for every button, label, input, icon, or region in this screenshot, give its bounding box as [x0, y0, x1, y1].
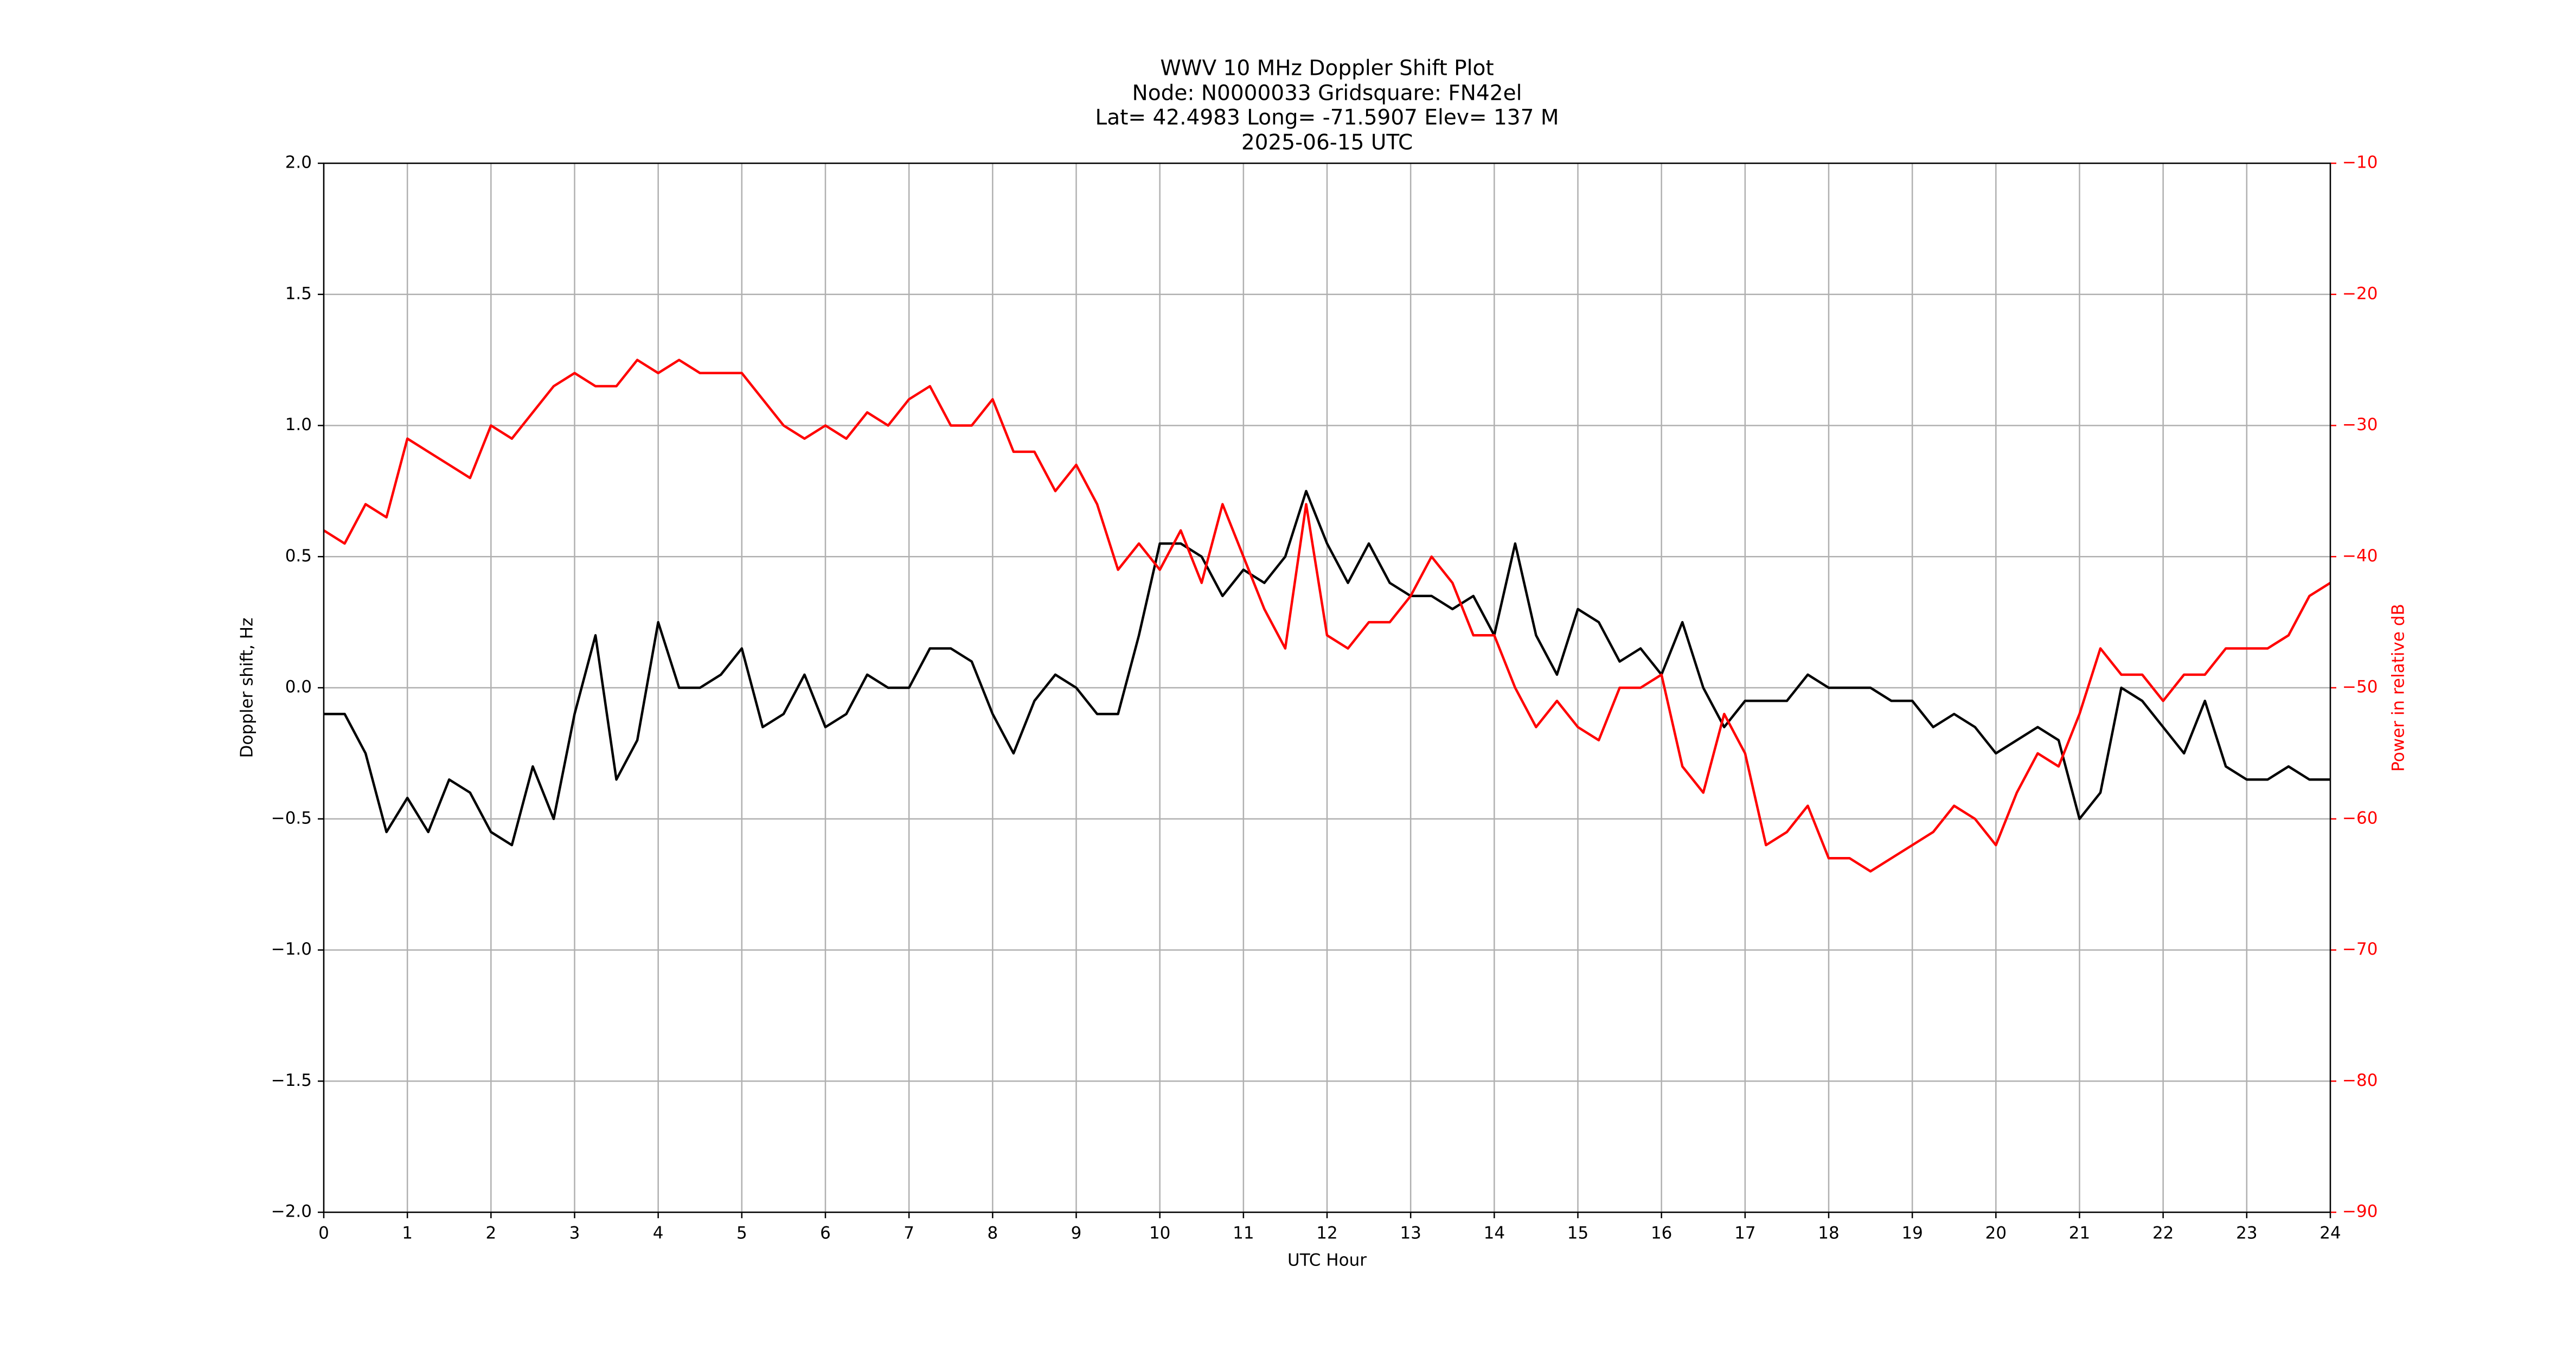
x-tick-label: 2	[485, 1224, 496, 1243]
chart-subtitle: Node: N0000033 Gridsquare: FN42el	[1132, 81, 1522, 106]
chart-title: WWV 10 MHz Doppler Shift Plot	[1160, 56, 1494, 81]
x-tick-label: 19	[1901, 1224, 1923, 1243]
y-axis-label: Doppler shift, Hz	[238, 618, 257, 758]
x-tick-label: 7	[903, 1224, 914, 1243]
y2-tick-label: −50	[2342, 677, 2378, 697]
x-tick-label: 1	[402, 1224, 413, 1243]
x-tick-label: 24	[2319, 1224, 2341, 1243]
y-tick-label: −0.5	[271, 808, 312, 828]
data-line	[324, 490, 2330, 847]
y2-axis-label: Power in relative dB	[2389, 604, 2408, 771]
x-tick-label: 17	[1734, 1224, 1755, 1243]
y-tick-label: 1.5	[285, 284, 312, 303]
y2-tick-label: −80	[2342, 1071, 2378, 1090]
y2-tick-label: −10	[2342, 153, 2378, 172]
data-line	[323, 359, 2331, 873]
x-tick-label: 14	[1484, 1224, 1505, 1243]
x-tick-label: 11	[1233, 1224, 1254, 1243]
x-tick-label: 15	[1567, 1224, 1588, 1243]
x-tick-label: 13	[1400, 1224, 1421, 1243]
x-tick-label: 9	[1071, 1224, 1082, 1243]
x-tick-label: 6	[820, 1224, 831, 1243]
chart-subtitle: 2025-06-15 UTC	[1241, 131, 1413, 155]
y-tick-label: 1.0	[285, 415, 312, 434]
x-tick-label: 18	[1818, 1224, 1839, 1243]
y-tick-label: −1.5	[271, 1071, 312, 1090]
y2-tick-label: −70	[2342, 939, 2378, 959]
x-tick-label: 20	[1985, 1224, 2007, 1243]
x-tick-label: 12	[1316, 1224, 1337, 1243]
x-tick-label: 23	[2236, 1224, 2257, 1243]
x-tick-label: 21	[2069, 1224, 2090, 1243]
x-tick-label: 4	[653, 1224, 664, 1243]
x-tick-label: 10	[1149, 1224, 1170, 1243]
y2-tick-label: −40	[2342, 546, 2378, 566]
y2-tick-label: −20	[2342, 284, 2378, 303]
x-tick-label: 22	[2152, 1224, 2174, 1243]
y2-tick-label: −60	[2342, 808, 2378, 828]
y2-tick-label: −30	[2342, 415, 2378, 434]
y-tick-label: −2.0	[271, 1202, 312, 1221]
x-tick-label: 5	[736, 1224, 747, 1243]
y-tick-label: 0.5	[285, 546, 312, 566]
x-tick-label: 0	[318, 1224, 329, 1243]
x-axis-label: UTC Hour	[1287, 1251, 1367, 1270]
y-tick-label: 2.0	[285, 153, 312, 172]
y2-tick-label: −90	[2342, 1202, 2378, 1221]
y-tick-label: −1.0	[271, 939, 312, 959]
x-tick-label: 8	[987, 1224, 998, 1243]
y-tick-label: 0.0	[285, 677, 312, 697]
plot-frame	[323, 162, 2331, 1213]
x-tick-label: 16	[1651, 1224, 1672, 1243]
chart-subtitle: Lat= 42.4983 Long= -71.5907 Elev= 137 M	[1095, 106, 1559, 130]
x-tick-label: 3	[569, 1224, 580, 1243]
